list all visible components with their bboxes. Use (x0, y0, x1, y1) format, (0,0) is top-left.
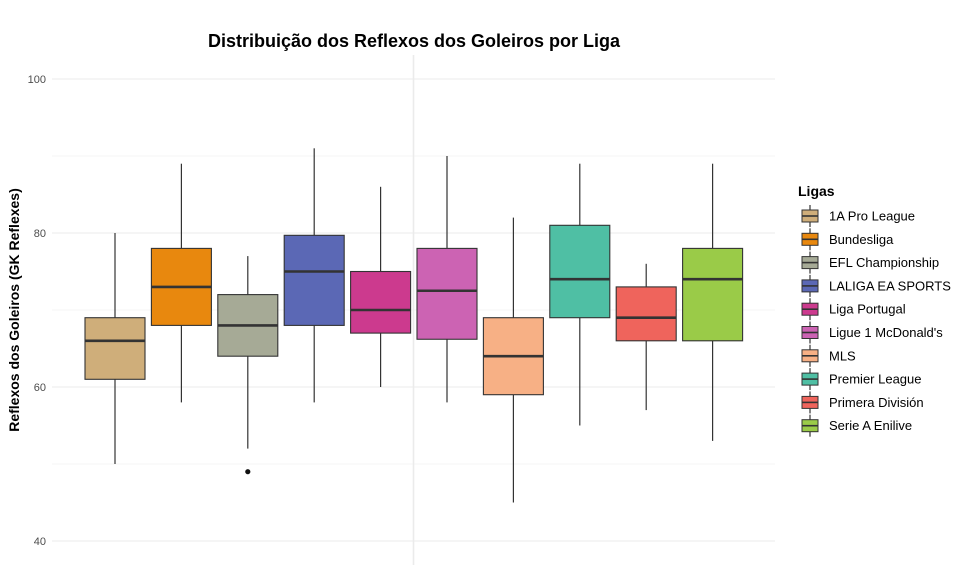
boxes (84, 148, 744, 503)
y-ticks: 40 60 80 100 (28, 74, 46, 548)
box-body (283, 234, 345, 326)
y-axis-label: Reflexos dos Goleiros (GK Reflexes) (6, 188, 22, 432)
legend-label: Premier League (829, 372, 922, 387)
legend-item: Bundesliga (801, 228, 894, 251)
legend-item: Premier League (801, 368, 922, 391)
legend-item: Ligue 1 McDonald's (801, 321, 943, 344)
legend-item: LALIGA EA SPORTS (801, 274, 951, 297)
box-body (549, 224, 611, 319)
legend-item: 1A Pro League (801, 205, 915, 227)
box-1 (84, 233, 146, 464)
legend: Ligas 1A Pro League Bundesliga EFL Champio… (798, 183, 951, 437)
box-6 (416, 156, 478, 403)
box-body (84, 317, 146, 380)
y-tick-label: 60 (34, 382, 46, 394)
legend-label: Liga Portugal (829, 302, 906, 317)
grid (52, 55, 775, 565)
outlier-point (245, 469, 251, 475)
box-body (615, 286, 677, 342)
box-9 (615, 263, 677, 411)
legend-item: Serie A Enilive (801, 414, 912, 437)
box-10 (682, 163, 744, 441)
legend-label: Serie A Enilive (829, 418, 912, 433)
box-3 (217, 256, 279, 475)
chart-title: Distribuição dos Reflexos dos Goleiros p… (208, 31, 621, 51)
legend-label: MLS (829, 348, 856, 363)
legend-label: Ligue 1 McDonald's (829, 325, 943, 340)
legend-item: Primera División (801, 391, 924, 414)
legend-item: MLS (801, 344, 856, 367)
legend-title: Ligas (798, 183, 835, 199)
y-tick-label: 80 (34, 228, 46, 240)
legend-label: 1A Pro League (829, 209, 915, 224)
box-body (416, 247, 478, 340)
legend-item: Liga Portugal (801, 298, 906, 321)
y-tick-label: 40 (34, 536, 46, 548)
box-body (350, 270, 412, 334)
box-2 (150, 163, 212, 403)
box-body (682, 247, 744, 342)
legend-label: Bundesliga (829, 232, 894, 247)
legend-label: Primera División (829, 395, 924, 410)
box-4 (283, 148, 345, 403)
box-5 (350, 186, 412, 387)
box-7 (482, 217, 544, 503)
legend-item: EFL Championship (801, 251, 939, 274)
legend-label: LALIGA EA SPORTS (829, 278, 951, 293)
y-tick-label: 100 (28, 74, 46, 86)
box-8 (549, 163, 611, 426)
legend-label: EFL Championship (829, 255, 939, 270)
